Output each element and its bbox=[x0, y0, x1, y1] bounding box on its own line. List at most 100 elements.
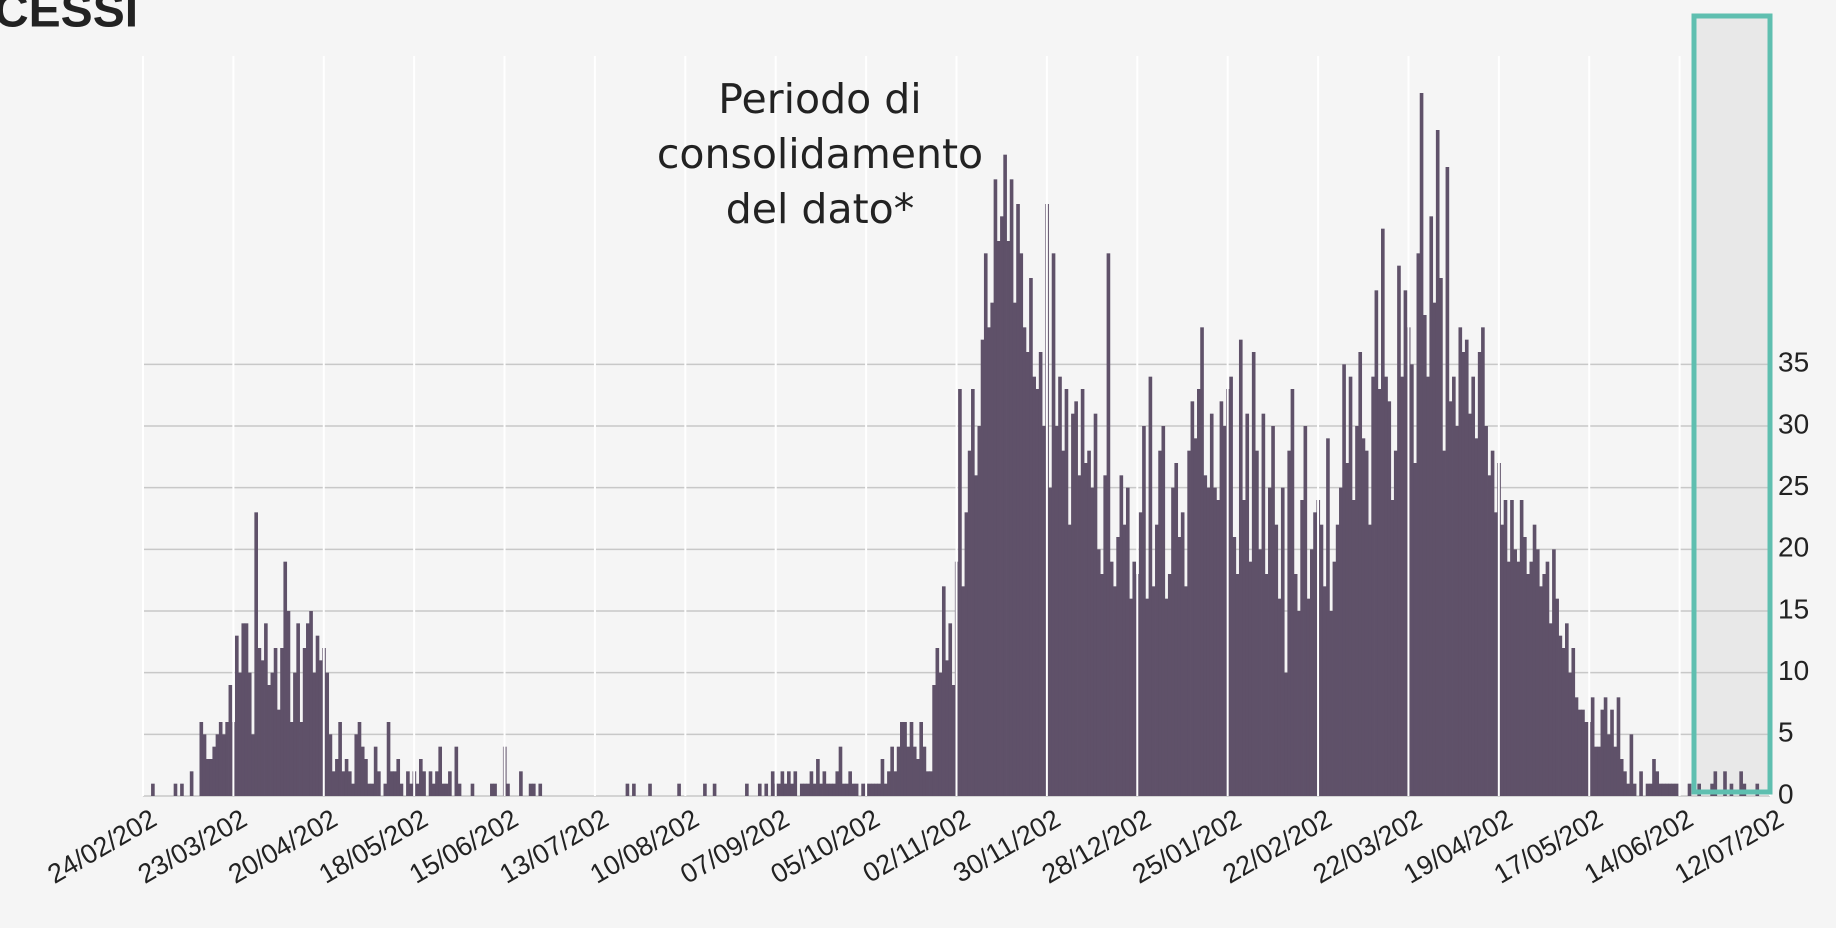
bar bbox=[1477, 352, 1482, 796]
bar bbox=[283, 561, 288, 796]
bar bbox=[267, 685, 271, 796]
bar bbox=[1132, 561, 1137, 796]
bar bbox=[212, 746, 217, 796]
bar bbox=[783, 783, 788, 796]
bar bbox=[1626, 783, 1630, 796]
bar bbox=[299, 722, 304, 796]
bar bbox=[848, 771, 852, 796]
bar bbox=[254, 512, 259, 796]
bar bbox=[1067, 524, 1072, 796]
bar bbox=[1645, 783, 1650, 796]
bar bbox=[1216, 500, 1220, 796]
bar bbox=[1242, 500, 1246, 796]
bar bbox=[1213, 487, 1217, 796]
bar bbox=[1519, 500, 1524, 796]
consolidation-box bbox=[1691, 13, 1773, 795]
bar bbox=[832, 783, 836, 796]
bar bbox=[444, 783, 449, 796]
bar bbox=[422, 771, 426, 796]
bar bbox=[1565, 623, 1569, 796]
bar bbox=[1280, 487, 1285, 796]
bar bbox=[1542, 574, 1547, 796]
bar bbox=[409, 783, 413, 796]
bar bbox=[1416, 253, 1421, 797]
bar bbox=[347, 771, 352, 796]
bar bbox=[935, 648, 940, 796]
bar bbox=[1180, 512, 1185, 796]
bar bbox=[1145, 598, 1149, 796]
bar bbox=[1458, 327, 1463, 796]
bar bbox=[877, 783, 882, 796]
bar bbox=[370, 783, 375, 796]
bar bbox=[1196, 389, 1201, 796]
bar bbox=[1574, 697, 1579, 796]
bar bbox=[1445, 167, 1450, 796]
bar bbox=[1468, 413, 1472, 796]
bar bbox=[1581, 709, 1585, 796]
bar bbox=[241, 623, 246, 796]
bar bbox=[1655, 771, 1660, 796]
bar bbox=[1113, 586, 1117, 796]
bars bbox=[142, 56, 1771, 797]
bar bbox=[980, 339, 985, 796]
bar bbox=[990, 302, 995, 796]
bar bbox=[1119, 475, 1124, 796]
bar bbox=[406, 771, 410, 796]
bar bbox=[1335, 524, 1340, 796]
bar bbox=[1277, 598, 1282, 796]
bar bbox=[1322, 586, 1327, 796]
bar bbox=[1300, 500, 1304, 796]
bar bbox=[1174, 463, 1179, 796]
bar bbox=[1652, 759, 1656, 796]
bar bbox=[251, 734, 255, 796]
bar bbox=[1235, 574, 1240, 796]
bar bbox=[1452, 376, 1456, 796]
bar bbox=[1661, 783, 1666, 796]
bar bbox=[1474, 438, 1479, 796]
bar bbox=[1058, 376, 1062, 796]
bar bbox=[218, 722, 223, 796]
bar bbox=[1500, 524, 1505, 796]
bar bbox=[1177, 537, 1182, 796]
bar bbox=[312, 672, 317, 796]
bar bbox=[1087, 450, 1091, 796]
bar bbox=[887, 771, 891, 796]
bar bbox=[1345, 463, 1350, 796]
bar bbox=[1535, 549, 1540, 796]
bar bbox=[1035, 389, 1040, 796]
bar bbox=[770, 771, 775, 796]
bar bbox=[1142, 426, 1146, 796]
bar bbox=[386, 722, 391, 796]
bar bbox=[1668, 783, 1672, 796]
bar bbox=[1116, 537, 1120, 796]
bar bbox=[1313, 512, 1317, 796]
bar bbox=[1206, 487, 1211, 796]
bar bbox=[916, 759, 920, 796]
bar bbox=[1096, 549, 1101, 796]
bar bbox=[1442, 450, 1446, 796]
bar bbox=[745, 783, 749, 796]
bar bbox=[1003, 154, 1007, 796]
bar bbox=[280, 648, 284, 796]
bar bbox=[1293, 574, 1298, 796]
bar bbox=[1516, 561, 1521, 796]
y-tick-label: 5 bbox=[1778, 717, 1794, 748]
bar bbox=[1461, 352, 1466, 796]
bar bbox=[1571, 648, 1576, 796]
bar bbox=[1125, 487, 1130, 796]
bar bbox=[993, 179, 998, 797]
bar bbox=[1355, 426, 1359, 796]
bar bbox=[909, 722, 914, 796]
bar bbox=[173, 783, 178, 796]
bar bbox=[1632, 783, 1637, 796]
bar bbox=[1561, 648, 1566, 796]
y-tick-label: 15 bbox=[1778, 593, 1809, 624]
bar bbox=[1648, 783, 1653, 796]
bar bbox=[809, 771, 814, 796]
bar bbox=[867, 783, 872, 796]
bar bbox=[1016, 204, 1020, 796]
bar bbox=[1371, 376, 1375, 796]
bar bbox=[331, 771, 336, 796]
bar bbox=[222, 734, 226, 796]
bar bbox=[806, 783, 811, 796]
